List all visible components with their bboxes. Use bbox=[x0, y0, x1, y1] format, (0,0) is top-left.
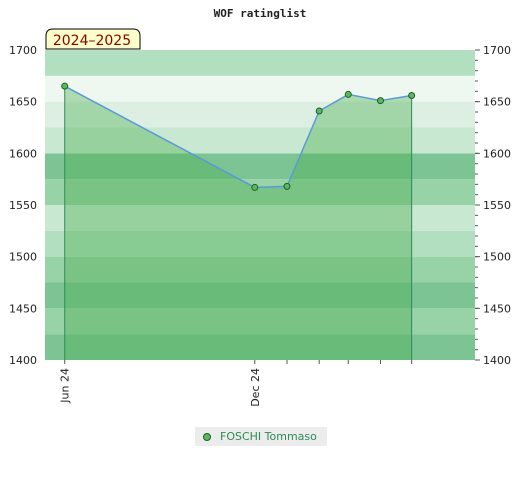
area-fill bbox=[64, 86, 412, 361]
y-axis-left: 1400 1450 1500 1550 1600 1650 1700 bbox=[9, 44, 37, 367]
band bbox=[45, 153, 475, 180]
y-tick-label-right: 1400 bbox=[483, 354, 511, 367]
y-tick-label-left: 1700 bbox=[9, 44, 37, 57]
y-tick-label-left: 1650 bbox=[9, 96, 37, 109]
band bbox=[45, 256, 475, 283]
band bbox=[45, 50, 475, 76]
background-bands bbox=[45, 50, 475, 360]
y-tick-label-right: 1600 bbox=[483, 147, 511, 160]
legend-marker-icon bbox=[203, 433, 211, 441]
data-point bbox=[408, 91, 416, 99]
band bbox=[45, 179, 475, 205]
y-tick-label-left: 1500 bbox=[9, 251, 37, 264]
band bbox=[45, 308, 475, 335]
x-tick-label: Jun 24 bbox=[59, 368, 72, 404]
band bbox=[45, 282, 475, 309]
y-tick-label-left: 1600 bbox=[9, 147, 37, 160]
y-tick-label-right: 1450 bbox=[483, 302, 511, 315]
band bbox=[45, 230, 475, 257]
y-tick-label-right: 1500 bbox=[483, 251, 511, 264]
band bbox=[45, 127, 475, 154]
y-axis-right: 1400 1450 1500 1550 1600 1650 1700 bbox=[475, 44, 511, 367]
data-point bbox=[61, 82, 69, 90]
y-tick-label-right: 1650 bbox=[483, 96, 511, 109]
data-point bbox=[344, 90, 352, 98]
band bbox=[45, 205, 475, 231]
y-tick-label-left: 1550 bbox=[9, 199, 37, 212]
data-point bbox=[283, 182, 291, 190]
chart-title: WOF ratinglist bbox=[214, 7, 307, 20]
band bbox=[45, 334, 475, 360]
rating-area bbox=[64, 86, 413, 361]
y-tick-label-right: 1700 bbox=[483, 44, 511, 57]
y-tick-label-left: 1450 bbox=[9, 302, 37, 315]
rating-series bbox=[61, 82, 416, 191]
data-point bbox=[315, 107, 323, 115]
x-axis: Jun 24 Dec 24 bbox=[59, 360, 413, 407]
y-tick-label-right: 1550 bbox=[483, 199, 511, 212]
season-badge: 2024–2025 bbox=[45, 28, 141, 50]
legend: FOSCHI Tommaso bbox=[195, 427, 327, 446]
y-tick-label-left: 1400 bbox=[9, 354, 37, 367]
data-point bbox=[251, 183, 259, 191]
x-tick-label: Dec 24 bbox=[249, 368, 262, 407]
legend-series-name: FOSCHI Tommaso bbox=[220, 430, 317, 443]
data-point bbox=[376, 97, 384, 105]
season-label: 2024–2025 bbox=[53, 33, 131, 49]
